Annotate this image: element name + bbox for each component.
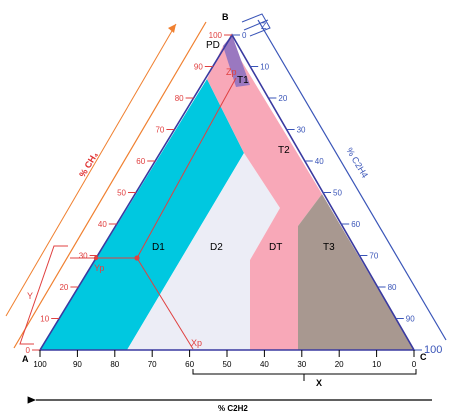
c2h2-tick-label: 80 [110,360,119,369]
c2h4-tick-label: 0 [242,31,247,40]
ch4-tick-label: 10 [40,315,49,324]
zone-d1-region [40,79,244,350]
ch4-tick-label: 80 [175,94,184,103]
x-bracket [192,369,417,375]
zone-d2-label: D2 [210,242,223,253]
ch4-tick-label: 100 [209,31,223,40]
ch4-tick-label: 40 [98,220,107,229]
c2h4-tick-label: 30 [297,126,306,135]
zone-t1-label: T1 [237,75,249,86]
zone-d2-region [127,153,280,350]
vertex-c-label: C [420,352,427,362]
zone-dt-label: DT [269,242,282,253]
ch4-tick-label: 50 [117,189,126,198]
c2h4-ticks: 0 10 20 30 40 50 60 70 80 90 100 [232,31,442,356]
c2h2-tick-label: 70 [148,360,157,369]
ch4-tick-label: 30 [79,252,88,261]
c2h4-tick-label: 90 [406,315,415,324]
z-bracket [241,13,271,37]
c2h2-tick-label: 0 [412,360,417,369]
zone-t3-label: T3 [323,242,335,253]
marker-zp: Zp [226,67,237,77]
c2h4-axis-title: % C2H4 [344,146,370,180]
c2h2-tick-label: 10 [372,360,381,369]
marker-yp: Yp [94,263,104,273]
marker-z: Z [261,21,267,31]
c2h4-axis-line-inner [243,19,269,31]
c2h2-tick-label: 100 [33,360,47,369]
c2h4-tick-label: 40 [315,157,324,166]
point-yp [93,255,99,261]
marker-x: X [316,378,322,388]
c2h2-tick-label: 50 [223,360,232,369]
c2h2-tick-label: 60 [185,360,194,369]
c2h2-tick-label: 30 [297,360,306,369]
c2h4-tick-label: 10 [260,63,269,72]
zone-pd-region [223,35,250,87]
zone-pd-label: PD [206,40,220,51]
c2h4-axis-line [257,19,447,341]
ch4-tick-label: 0 [26,346,31,355]
xp-line [136,257,194,350]
ch4-tick-label: 70 [155,126,164,135]
y-bracket [19,245,68,345]
ch4-ticks: 0 10 20 30 40 50 60 70 80 90 100 [26,31,232,355]
vertex-a-label: A [22,354,29,364]
c2h4-tick-label: 60 [351,220,360,229]
c2h4-tick-label: 100 [424,344,442,356]
zone-dt-region [207,35,322,350]
zone-d1-label: D1 [152,242,165,253]
zone-t3-region [298,194,414,350]
c2h4-tick-label: 20 [278,94,287,103]
ch4-tick-label: 90 [194,63,203,72]
c2h4-tick-label: 70 [369,252,378,261]
c2h2-tick-label: 90 [73,360,82,369]
ch4-axis-line [13,21,207,349]
c2h4-tick-label: 50 [333,189,342,198]
zone-t2-label: T2 [278,145,290,156]
ch4-axis-arrow [5,23,177,317]
vertex-b-label: B [222,12,229,22]
point-p [134,255,140,261]
ch4-tick-label: 20 [59,283,68,292]
c2h2-ticks: 100 90 80 70 60 50 40 30 20 10 0 [33,350,417,369]
ch4-arrow-head [168,24,176,33]
zp-line [136,77,237,259]
c2h4-tick-label: 80 [388,283,397,292]
c2h2-tick-label: 40 [260,360,269,369]
c2h2-axis-title: % C2H2 [218,404,248,413]
c2h2-tick-label: 20 [335,360,344,369]
ch4-tick-label: 60 [136,157,145,166]
marker-xp: Xp [191,338,202,348]
marker-y: Y [27,291,33,301]
